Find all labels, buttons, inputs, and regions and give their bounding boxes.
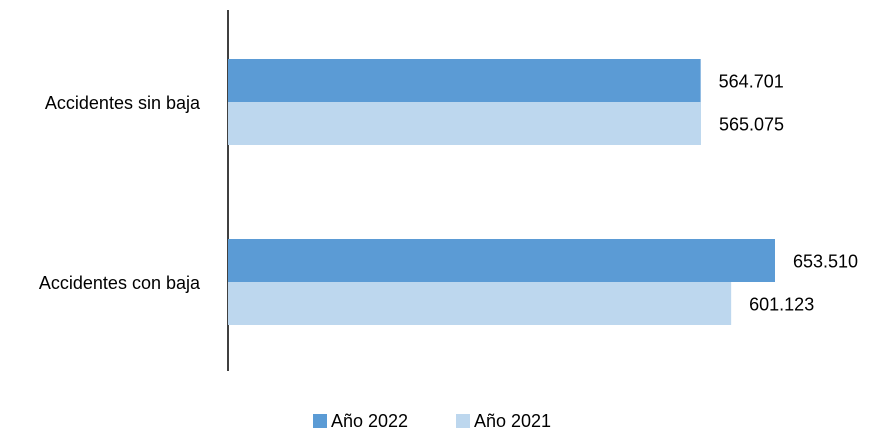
bar (228, 282, 732, 325)
data-label: 564.701 (719, 72, 784, 92)
category-label: Accidentes con baja (39, 273, 201, 293)
data-label: 601.123 (749, 295, 814, 315)
category-label: Accidentes sin baja (45, 93, 201, 113)
bar (228, 59, 701, 102)
bar (228, 239, 775, 282)
legend-label: Año 2021 (474, 411, 551, 431)
legend-swatch (313, 414, 327, 428)
data-label: 653.510 (793, 252, 858, 272)
data-label: 565.075 (719, 115, 784, 135)
legend-label: Año 2022 (331, 411, 408, 431)
bar (228, 102, 701, 145)
legend-swatch (456, 414, 470, 428)
legend: Año 2022 Año 2021 (313, 411, 551, 431)
